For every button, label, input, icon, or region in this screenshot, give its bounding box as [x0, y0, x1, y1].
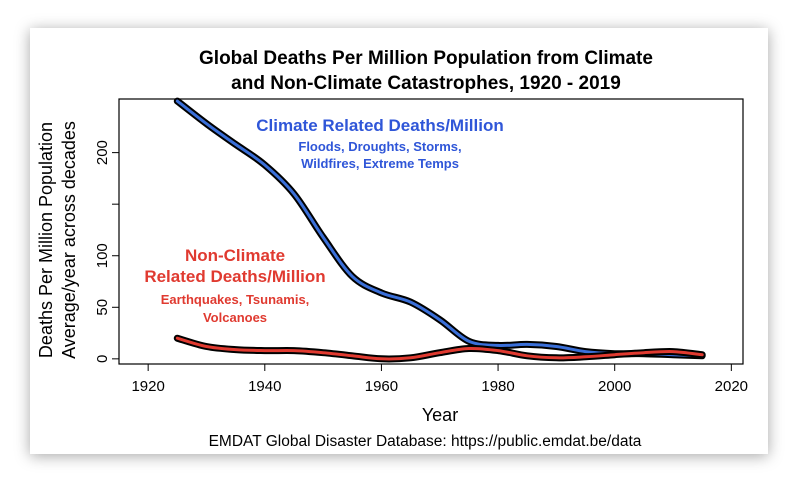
chart-title-line-1: Global Deaths Per Million Population fro…	[199, 48, 653, 69]
y-axis-label-line-2: Average/year across decades	[59, 121, 79, 359]
series-layer	[173, 97, 706, 363]
x-tick-label-1920: 1920	[131, 378, 164, 395]
y-tick-label-100: 100	[94, 243, 111, 268]
chart-title-line-2: and Non-Climate Catastrophes, 1920 - 201…	[231, 73, 621, 94]
x-axis: 1920 1940 1960 1980 2000 2020	[131, 364, 748, 395]
non-climate-series-outline	[173, 334, 706, 363]
x-tick-label-2020: 2020	[715, 378, 748, 395]
x-tick-label-1960: 1960	[365, 378, 398, 395]
x-tick-label-1940: 1940	[248, 378, 281, 395]
climate-annotation-heading: Climate Related Deaths/Million	[256, 116, 504, 135]
source-note: EMDAT Global Disaster Database: https://…	[209, 433, 642, 450]
y-axis-label-line-1: Deaths Per Million Population	[36, 122, 56, 358]
climate-annotation-subline-1: Floods, Droughts, Storms,	[298, 139, 461, 154]
non-climate-annotation-subline-1: Earthquakes, Tsunamis,	[161, 292, 310, 307]
y-tick-label-50: 50	[94, 299, 111, 316]
non-climate-series-line	[175, 336, 704, 361]
climate-annotation-subline-2: Wildfires, Extreme Temps	[301, 156, 459, 171]
non-climate-annotation-heading-line-2: Related Deaths/Million	[144, 267, 325, 286]
y-tick-label-0: 0	[94, 355, 111, 363]
x-tick-label-1980: 1980	[481, 378, 514, 395]
x-tick-label-2000: 2000	[598, 378, 631, 395]
x-axis-label: Year	[422, 405, 458, 425]
y-axis: 0 50 100 200	[94, 140, 119, 363]
non-climate-annotation-heading-line-1: Non-Climate	[185, 246, 285, 265]
non-climate-annotation-subline-2: Volcanoes	[203, 310, 267, 325]
y-tick-label-200: 200	[94, 140, 111, 165]
plot-frame	[118, 98, 744, 365]
